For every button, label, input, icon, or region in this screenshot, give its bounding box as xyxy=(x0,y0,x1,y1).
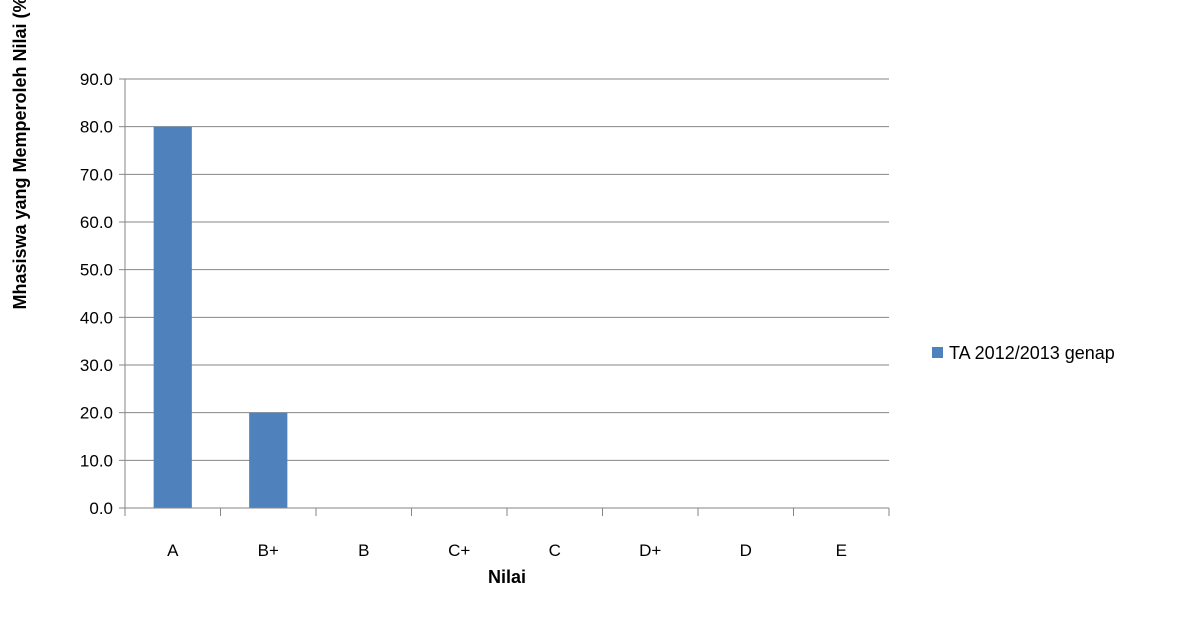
x-tick-label: D+ xyxy=(639,541,661,560)
bars xyxy=(153,126,288,509)
legend-swatch xyxy=(932,347,943,358)
y-tick-label: 50.0 xyxy=(80,261,113,280)
y-tick-label: 30.0 xyxy=(80,356,113,375)
y-tick-label: 10.0 xyxy=(80,451,113,470)
y-tick-label: 80.0 xyxy=(80,118,113,137)
x-tick-label: E xyxy=(836,541,847,560)
y-tick-label: 60.0 xyxy=(80,213,113,232)
y-tick-label: 70.0 xyxy=(80,165,113,184)
x-tick-label: A xyxy=(167,541,179,560)
x-tick-label: C xyxy=(549,541,561,560)
y-tick-label: 40.0 xyxy=(80,308,113,327)
y-tick-label: 0.0 xyxy=(89,499,113,518)
y-tick-label: 90.0 xyxy=(80,70,113,89)
legend-label: TA 2012/2013 genap xyxy=(949,343,1115,363)
legend: TA 2012/2013 genap xyxy=(932,343,1115,363)
axes xyxy=(119,78,890,516)
y-tick-label: 20.0 xyxy=(80,404,113,423)
y-tick-labels: 0.0 10.0 20.0 30.0 40.0 50.0 60.0 70.0 80.0 90.0 xyxy=(80,70,113,518)
x-tick-label: B+ xyxy=(258,541,279,560)
x-axis-title: Nilai xyxy=(488,567,526,587)
y-axis-title: Mhasiswa yang Memperoleh Nilai (%) xyxy=(10,0,30,310)
x-tick-label: B xyxy=(358,541,369,560)
gridlines xyxy=(125,78,889,461)
bar-a xyxy=(153,126,192,509)
x-tick-labels: A B+ B C+ C D+ D E xyxy=(167,541,847,560)
x-tick-label: C+ xyxy=(448,541,470,560)
x-tick-label: D xyxy=(740,541,752,560)
bar-b-plus xyxy=(249,412,288,508)
